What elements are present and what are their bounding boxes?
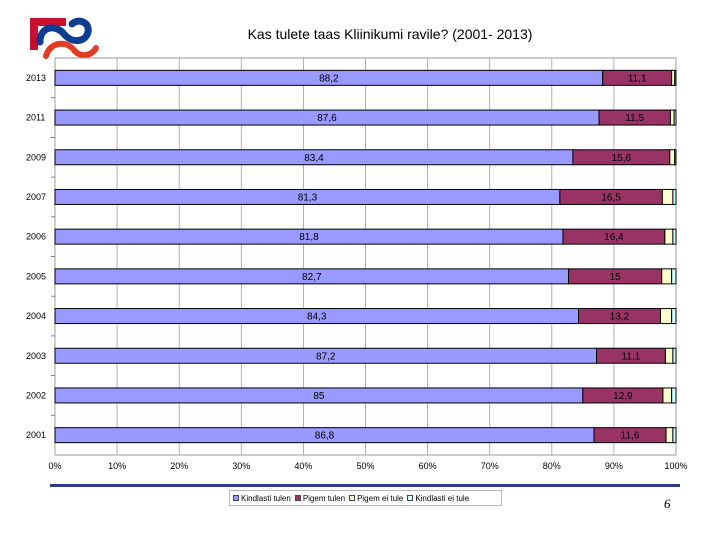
- x-tick-label: 30%: [232, 461, 250, 471]
- y-tick-label: 2003: [26, 351, 46, 361]
- bar-segment: [672, 347, 677, 364]
- bar-segment: [671, 268, 677, 285]
- data-label: 11,5: [625, 113, 644, 124]
- data-label: 86,8: [315, 431, 335, 442]
- bar-segment: [664, 347, 674, 364]
- bar-segment: [661, 188, 674, 205]
- data-label: 87,6: [317, 113, 337, 124]
- data-label: 87,2: [316, 351, 336, 362]
- x-tick-label: 70%: [481, 461, 499, 471]
- data-label: 81,3: [298, 192, 318, 203]
- x-tick-label: 50%: [356, 461, 374, 471]
- legend-label: Pigem ei tule: [357, 493, 404, 503]
- bar-segment: [664, 228, 674, 245]
- x-tick-label: 100%: [664, 461, 687, 471]
- accent-line: [50, 484, 680, 487]
- data-label: 15: [610, 272, 622, 283]
- bar-segment: [661, 268, 673, 285]
- data-label: 16,4: [604, 232, 624, 243]
- legend-label: Pigem tulen: [302, 493, 346, 503]
- legend-item: Pigem tulen: [294, 493, 346, 503]
- bar-segment: [669, 149, 676, 166]
- legend-swatch: [407, 495, 414, 501]
- bar-segment: [659, 308, 673, 325]
- bar-segment: [674, 69, 677, 86]
- x-tick-label: 60%: [419, 461, 437, 471]
- y-tick-label: 2007: [26, 192, 46, 202]
- y-tick-label: 2005: [26, 271, 46, 281]
- data-label: 85: [313, 391, 325, 402]
- bar-segment: [674, 149, 677, 166]
- x-tick-label: 0%: [48, 461, 61, 471]
- x-tick-label: 20%: [170, 461, 188, 471]
- y-tick-label: 2011: [26, 113, 45, 123]
- legend-label: Kindlasti tulen: [241, 493, 291, 503]
- bar-segment: [671, 308, 677, 325]
- y-tick-label: 2009: [26, 152, 46, 162]
- bar-segment: [665, 427, 674, 444]
- legend-item: Kindlasti ei tule: [407, 494, 469, 503]
- data-label: 81,8: [299, 232, 319, 243]
- data-label: 11,1: [622, 351, 641, 362]
- y-tick-label: 2013: [26, 73, 46, 83]
- x-tick-label: 40%: [294, 461, 312, 471]
- bar-segment: [672, 188, 677, 205]
- bar-segment: [672, 228, 677, 245]
- y-tick-label: 2001: [26, 430, 46, 440]
- x-tick-label: 90%: [605, 461, 623, 471]
- legend-item: Kindlasti tulen: [233, 494, 291, 503]
- bar-segment: [672, 427, 677, 444]
- data-label: 83,4: [304, 153, 324, 164]
- chart-title: Kas tulete taas Kliinikumi ravile? (2001…: [247, 26, 533, 42]
- data-label: 88,2: [319, 73, 339, 84]
- legend-swatch: [349, 495, 356, 501]
- x-tick-label: 10%: [108, 461, 126, 471]
- bar-segment: [671, 387, 677, 404]
- page-number: 6: [664, 496, 671, 511]
- y-tick-label: 2004: [26, 311, 46, 321]
- data-label: 11,1: [628, 73, 647, 84]
- legend-item: Pigem ei tule: [349, 494, 403, 503]
- legend-label: Kindlasti ei tule: [415, 493, 470, 503]
- legend-swatch: [233, 495, 239, 501]
- data-label: 13,2: [610, 312, 630, 323]
- x-tick-label: 80%: [543, 461, 561, 471]
- data-label: 82,7: [302, 272, 322, 283]
- bar-segment: [669, 109, 675, 126]
- data-label: 84,3: [307, 312, 327, 323]
- hospital-logo-icon: [30, 17, 99, 59]
- bar-segment: [673, 109, 677, 126]
- data-label: 15,6: [612, 153, 632, 164]
- data-label: 11,6: [621, 431, 640, 442]
- data-label: 12,9: [613, 391, 633, 402]
- y-tick-label: 2002: [26, 390, 46, 400]
- legend-swatch: [294, 495, 301, 501]
- chart-legend: Kindlasti tulen Pigem tulen Pigem ei tule K…: [229, 490, 502, 506]
- bar-segment: [662, 387, 673, 404]
- y-tick-label: 2006: [26, 232, 46, 242]
- data-label: 16,5: [601, 192, 621, 203]
